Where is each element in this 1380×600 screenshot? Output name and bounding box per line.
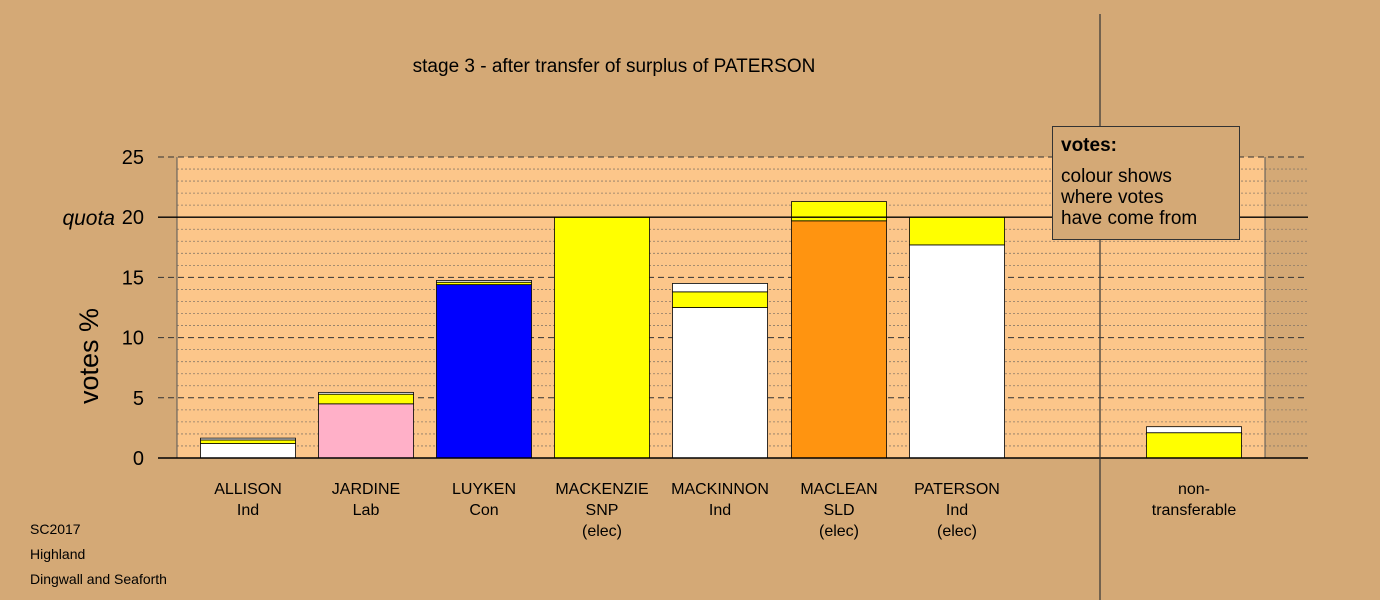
bar-allison-segment-2: [200, 439, 296, 444]
category-label-paterson-line-1: PATERSON: [914, 481, 1000, 498]
category-label-mackinnon-line-2: Ind: [709, 502, 731, 519]
category-label-luyken-line-1: LUYKEN: [452, 481, 516, 498]
bar-jardine-segment-1: [318, 403, 414, 459]
category-label-jardine-line-2: Lab: [353, 502, 380, 519]
bar-allison-segment-3: [200, 437, 296, 441]
category-label-non-transferable-line-2: transferable: [1152, 502, 1237, 519]
legend-line-1: colour shows: [1061, 166, 1172, 187]
category-label-mackenzie-line-1: MACKENZIE: [555, 481, 648, 498]
legend-title: votes:: [1061, 135, 1117, 156]
category-label-allison-line-2: Ind: [237, 502, 259, 519]
legend-line-3: have come from: [1061, 208, 1198, 229]
bar-jardine-segment-2: [318, 393, 414, 405]
y-tick-label: 10: [122, 328, 144, 350]
bar-allison-segment-1: [200, 443, 296, 459]
footer-ward: Dingwall and Seaforth: [30, 571, 167, 587]
category-label-maclean-line-2: SLD: [823, 502, 854, 519]
bar-mackenzie-segment-1: [554, 216, 650, 459]
bar-paterson-segment-2: [909, 216, 1005, 246]
footer-region: Highland: [30, 546, 86, 562]
bar-mackinnon-segment-1: [672, 307, 768, 459]
y-tick-label: 25: [122, 147, 144, 169]
category-label-luyken-line-2: Con: [469, 502, 498, 519]
bar-maclean-segment-2: [791, 201, 887, 222]
bar-luyken-segment-3: [436, 280, 532, 283]
bar-non-transferable-segment-1: [1146, 432, 1242, 459]
y-tick-label: 20: [122, 207, 144, 229]
category-label-maclean-line-3: (elec): [819, 523, 859, 540]
y-axis-label: votes %: [74, 308, 104, 404]
category-label-paterson-line-3: (elec): [937, 523, 977, 540]
y-tick-label: 5: [133, 388, 144, 410]
bar-non-transferable-segment-2: [1146, 426, 1242, 434]
footer-code: SC2017: [30, 521, 81, 537]
category-label-mackenzie-line-2: SNP: [586, 502, 619, 519]
category-label-paterson-line-2: Ind: [946, 502, 968, 519]
y-tick-label: 0: [133, 448, 144, 470]
chart-title: stage 3 - after transfer of surplus of P…: [413, 56, 816, 77]
bar-mackinnon-segment-2: [672, 291, 768, 308]
legend-box: votes: colour shows where votes have com…: [1052, 126, 1240, 240]
bar-jardine-segment-3: [318, 391, 414, 395]
category-label-allison-line-1: ALLISON: [214, 481, 282, 498]
category-label-maclean-line-1: MACLEAN: [800, 481, 877, 498]
quota-label: quota: [62, 207, 115, 230]
category-label-mackenzie-line-3: (elec): [582, 523, 622, 540]
category-label-non-transferable-line-1: non-: [1178, 481, 1210, 498]
bar-mackinnon-segment-3: [672, 283, 768, 293]
bar-paterson-segment-1: [909, 244, 1005, 459]
category-label-mackinnon-line-1: MACKINNON: [671, 481, 769, 498]
y-tick-label: 15: [122, 267, 144, 289]
bar-luyken-segment-1: [436, 284, 532, 459]
legend-line-2: where votes: [1061, 187, 1164, 208]
category-label-jardine-line-1: JARDINE: [332, 481, 400, 498]
bar-maclean-segment-1: [791, 220, 887, 459]
